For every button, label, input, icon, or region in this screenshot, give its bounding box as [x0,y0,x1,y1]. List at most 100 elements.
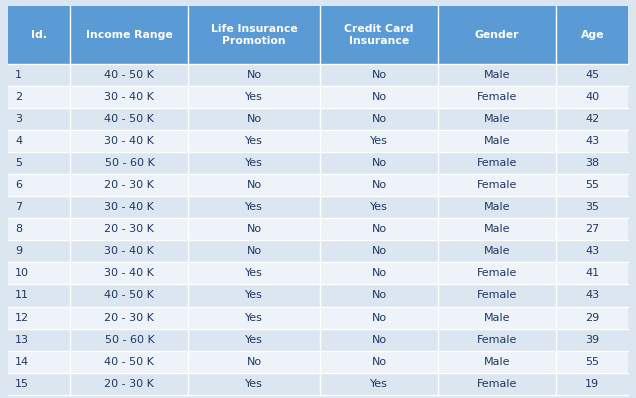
Text: No: No [371,180,387,190]
Text: No: No [247,70,262,80]
Text: Yes: Yes [245,202,263,212]
Text: Male: Male [484,136,510,146]
Text: Female: Female [477,335,517,345]
Text: 20 - 30 K: 20 - 30 K [104,312,155,322]
Text: No: No [247,246,262,256]
Bar [8,218,628,240]
Text: 2: 2 [15,92,22,102]
Text: Female: Female [477,379,517,389]
Text: 30 - 40 K: 30 - 40 K [104,202,155,212]
Text: 42: 42 [585,114,599,124]
Text: No: No [371,246,387,256]
Text: Yes: Yes [370,202,388,212]
Text: 5: 5 [15,158,22,168]
Bar [8,262,628,285]
Text: 55: 55 [585,357,599,367]
Bar [8,174,628,196]
Text: 3: 3 [15,114,22,124]
Text: 39: 39 [585,335,599,345]
Text: No: No [371,92,387,102]
Bar [8,108,628,130]
Text: Male: Male [484,357,510,367]
Text: Male: Male [484,70,510,80]
Text: 20 - 30 K: 20 - 30 K [104,379,155,389]
Text: 6: 6 [15,180,22,190]
Text: Age: Age [581,30,604,40]
Text: No: No [247,180,262,190]
Text: Female: Female [477,180,517,190]
Bar [8,329,628,351]
Text: 9: 9 [15,246,22,256]
Text: No: No [371,335,387,345]
Text: 40 - 50 K: 40 - 50 K [104,357,155,367]
Text: 40 - 50 K: 40 - 50 K [104,291,155,300]
Text: Male: Male [484,114,510,124]
Text: No: No [371,224,387,234]
Text: 7: 7 [15,202,22,212]
Text: 8: 8 [15,224,22,234]
Bar [8,285,628,306]
Text: 12: 12 [15,312,29,322]
Text: No: No [371,158,387,168]
Text: 30 - 40 K: 30 - 40 K [104,136,155,146]
Text: 43: 43 [585,246,599,256]
Text: Yes: Yes [245,312,263,322]
Text: 43: 43 [585,136,599,146]
Text: 50 - 60 K: 50 - 60 K [104,158,155,168]
Text: Yes: Yes [245,158,263,168]
Bar [8,64,628,86]
Text: 14: 14 [15,357,29,367]
Bar [8,130,628,152]
Text: 40: 40 [585,92,599,102]
Text: 1: 1 [15,70,22,80]
Text: 20 - 30 K: 20 - 30 K [104,180,155,190]
Text: 35: 35 [585,202,599,212]
Text: 40 - 50 K: 40 - 50 K [104,70,155,80]
Bar [8,306,628,329]
Text: 38: 38 [585,158,599,168]
Text: Female: Female [477,268,517,278]
Text: Male: Male [484,246,510,256]
Text: 30 - 40 K: 30 - 40 K [104,268,155,278]
Bar [8,240,628,262]
Text: No: No [247,357,262,367]
Text: No: No [371,114,387,124]
Text: Yes: Yes [245,92,263,102]
Text: 50 - 60 K: 50 - 60 K [104,335,155,345]
Text: No: No [371,357,387,367]
Text: 11: 11 [15,291,29,300]
Bar [8,351,628,373]
Text: Yes: Yes [245,379,263,389]
Text: 29: 29 [585,312,599,322]
Text: Male: Male [484,312,510,322]
Text: No: No [371,291,387,300]
Text: 10: 10 [15,268,29,278]
Text: 27: 27 [585,224,599,234]
Text: Gender: Gender [475,30,520,40]
Text: Male: Male [484,202,510,212]
Text: Yes: Yes [245,268,263,278]
Text: 4: 4 [15,136,22,146]
Text: Id.: Id. [31,30,47,40]
Text: Yes: Yes [370,136,388,146]
Text: Yes: Yes [245,136,263,146]
Text: 41: 41 [585,268,599,278]
Text: Credit Card
Insurance: Credit Card Insurance [344,23,414,46]
Text: No: No [247,114,262,124]
Text: Female: Female [477,158,517,168]
Text: 20 - 30 K: 20 - 30 K [104,224,155,234]
Text: No: No [371,268,387,278]
Bar [8,6,628,64]
Text: 45: 45 [585,70,599,80]
Text: 55: 55 [585,180,599,190]
Text: 15: 15 [15,379,29,389]
Text: Female: Female [477,92,517,102]
Text: 30 - 40 K: 30 - 40 K [104,92,155,102]
Text: Yes: Yes [370,379,388,389]
Bar [8,196,628,218]
Text: 40 - 50 K: 40 - 50 K [104,114,155,124]
Text: Yes: Yes [245,291,263,300]
Text: Life Insurance
Promotion: Life Insurance Promotion [211,23,298,46]
Bar [8,373,628,395]
Text: Female: Female [477,291,517,300]
